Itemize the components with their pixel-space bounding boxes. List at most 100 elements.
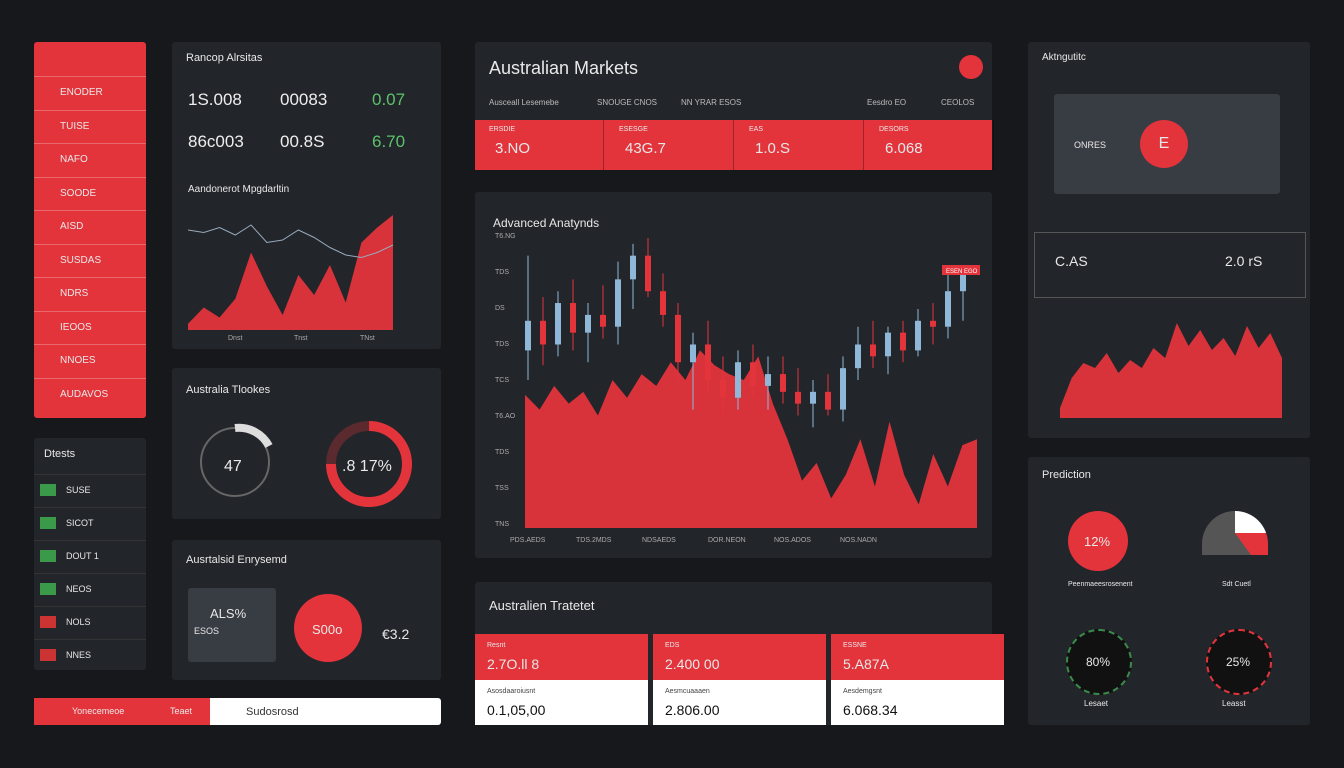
value: 2.806.00 <box>665 702 720 718</box>
stat: ESESGE 43G.7 <box>605 120 734 170</box>
nav-item[interactable]: IEOOS <box>34 310 146 345</box>
watch-item[interactable]: NEOS <box>34 573 146 606</box>
label: DESORS <box>879 126 909 133</box>
title: Advanced Anatynds <box>493 216 600 230</box>
label: NNOES <box>60 355 96 366</box>
watch-item[interactable]: SICOT <box>34 507 146 540</box>
footer-bar: Yonecemeoe Teaet Sudosrosd <box>34 698 441 725</box>
card: ONRES E <box>1054 94 1280 194</box>
ticker-value: 86c003 <box>188 132 244 151</box>
label: SICOT <box>66 518 94 528</box>
nav-item[interactable]: NAFO <box>34 143 146 177</box>
value: 3.NO <box>495 140 531 157</box>
watch-item[interactable]: SUSE <box>34 474 146 507</box>
watchlist: Dtests SUSE SICOT DOUT 1 NEOS NOLS NNES <box>34 438 146 670</box>
stats-box: C.AS 2.0 rS <box>1034 232 1306 298</box>
ticker-value: 00.8S <box>280 132 325 151</box>
button[interactable] <box>959 55 983 79</box>
card: EDS 2.400 00 Aesmcuaaaen 2.806.00 <box>653 634 826 725</box>
watch-item[interactable]: NOLS <box>34 606 146 639</box>
value: €3.2 <box>382 626 410 642</box>
filter[interactable]: NN YRAR ESOS <box>681 98 742 107</box>
caption: Leasst <box>1222 699 1246 708</box>
sub: Aesmcuaaaen <box>665 688 710 695</box>
label: ONRES <box>1074 140 1107 150</box>
circle: S00o <box>294 594 362 662</box>
ticker-value: 1S.008 <box>188 90 242 109</box>
title: Ausrtalsid Enrysemd <box>186 554 287 566</box>
chart-title: Aandonerot Mpgdarltin <box>188 184 290 195</box>
label: ESSNE <box>843 642 867 649</box>
label: SUSE <box>66 485 91 495</box>
label: Resnt <box>487 642 506 649</box>
filter[interactable]: CEOLOS <box>941 98 975 107</box>
card: Resnt 2.7O.ll 8 Asosdaaroiusnt 0.1,05,00 <box>475 634 648 725</box>
pie: 12% <box>1068 511 1128 571</box>
nav-item[interactable]: NDRS <box>34 277 146 311</box>
title: Rancop Alrsitas <box>186 52 263 64</box>
icon <box>40 583 56 595</box>
card-top: EDS 2.400 00 <box>653 634 826 680</box>
caption: Sdt Cuetl <box>1222 581 1251 588</box>
value: 2.400 00 <box>665 656 720 672</box>
value: 80% <box>1086 655 1111 669</box>
label: NDRS <box>60 288 89 299</box>
icon <box>40 550 56 562</box>
value: 12% <box>1084 534 1111 549</box>
card-top: ESSNE 5.A87A <box>831 634 1004 680</box>
card-top: Resnt 2.7O.ll 8 <box>475 634 648 680</box>
filter[interactable]: Ausceall Lesemebe <box>489 98 559 107</box>
title: Australia Tlookes <box>186 384 271 396</box>
gauges-panel: Australia Tlookes 47 .8 17% <box>172 368 441 519</box>
icon <box>40 649 56 661</box>
nav-item[interactable]: AUDAVOS <box>34 377 146 412</box>
label: TUISE <box>60 120 90 132</box>
label: AUDAVOS <box>60 388 109 400</box>
icon <box>40 484 56 496</box>
watch-item[interactable]: DOUT 1 <box>34 540 146 573</box>
search-input[interactable]: Sudosrosd <box>246 706 299 718</box>
gauge: 80% <box>1066 629 1132 695</box>
nav-item[interactable]: NNOES <box>34 344 146 378</box>
label: NNES <box>66 650 92 660</box>
ticker-value: 0.07 <box>372 90 406 109</box>
sidebar: ENODER TUISE NAFO SOODE AISD SUSDAS NDRS IEOOS N… <box>34 42 146 418</box>
sub: Aesdemgsnt <box>843 688 882 695</box>
label: NOLS <box>66 617 91 627</box>
title: Dtests <box>44 448 76 460</box>
label: EAS <box>749 126 764 133</box>
card: ESSNE 5.A87A Aesdemgsnt 6.068.34 <box>831 634 1004 725</box>
label: AISD <box>60 221 84 232</box>
analysis-panel: Advanced Anatynds <box>475 192 992 558</box>
stat: EAS 1.0.S <box>735 120 864 170</box>
value: 6.068.34 <box>843 702 898 718</box>
label: SOODE <box>60 187 97 199</box>
strip: ERSDIE 3.NO ESESGE 43G.7 EAS 1.0.S DESORS 6.068 <box>475 120 994 170</box>
nav-item[interactable]: ENODER <box>34 76 146 110</box>
label: Yonecemeoe <box>72 706 125 716</box>
gauge: 25% <box>1206 629 1272 695</box>
prediction-panel: Prediction 12% Peenmaeesrosenent Sdt Cue… <box>1028 457 1310 725</box>
title: Prediction <box>1042 469 1091 481</box>
nav-item[interactable]: SOODE <box>34 176 146 211</box>
nav-item[interactable]: AISD <box>34 210 146 244</box>
label: SUSDAS <box>60 254 102 266</box>
value: 6.068 <box>885 140 923 157</box>
label: NAFO <box>60 154 88 165</box>
label: DOUT 1 <box>66 551 99 561</box>
watch-item[interactable]: NNES <box>34 639 146 672</box>
value: 0.1,05,00 <box>487 702 546 718</box>
title: Australian Markets <box>489 58 639 78</box>
stat: DESORS 6.068 <box>865 120 994 170</box>
button[interactable]: Yonecemeoe Teaet <box>34 698 210 725</box>
filter[interactable]: Eesdro EO <box>867 98 907 107</box>
ticker-value: 00083 <box>280 90 328 109</box>
gauge-value: 47 <box>224 458 242 475</box>
sentiment-panel: Ausrtalsid Enrysemd ALS% ESOS S00o €3.2 <box>172 540 441 680</box>
title: Australien Tratetet <box>489 598 595 613</box>
nav-item[interactable]: SUSDAS <box>34 243 146 278</box>
value: S00o <box>312 622 343 637</box>
filter[interactable]: SNOUGE CNOS <box>597 98 658 107</box>
nav-item[interactable]: TUISE <box>34 109 146 144</box>
